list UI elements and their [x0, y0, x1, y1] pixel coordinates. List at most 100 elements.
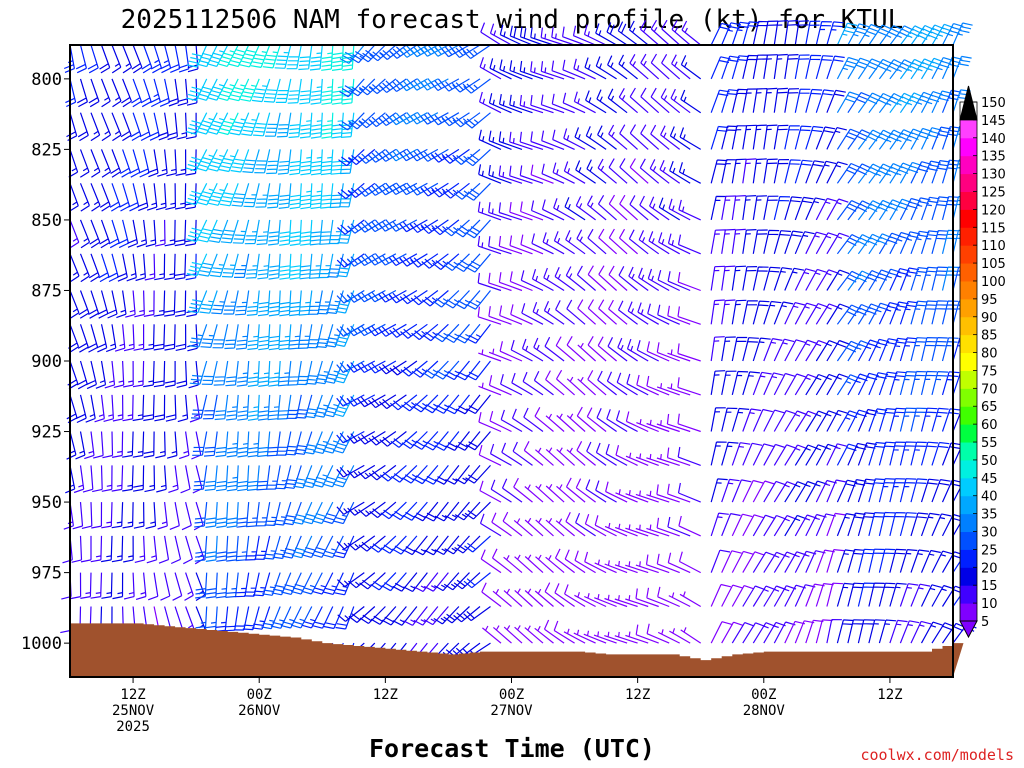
wind-barb [721, 299, 736, 325]
wind-barb [253, 112, 271, 137]
wind-barb [462, 44, 491, 59]
wind-barb [805, 410, 829, 432]
wind-barb [298, 290, 313, 316]
wind-barb [111, 465, 124, 492]
wind-barb [635, 624, 659, 644]
wind-barb [79, 149, 90, 178]
wind-barb [289, 219, 302, 246]
wind-barb [826, 339, 850, 362]
wind-barb [847, 373, 870, 396]
wind-barb [245, 253, 260, 279]
wind-barb [555, 300, 575, 325]
wind-barb [186, 78, 208, 102]
wind-barb [598, 228, 617, 255]
wind-barb [731, 622, 755, 644]
wind-barb [826, 512, 846, 537]
wind-barb [511, 372, 533, 396]
wind-barb [679, 127, 702, 150]
wind-barb [680, 89, 702, 114]
wind-barb [931, 126, 952, 150]
x-tick-label: 00Z [499, 687, 524, 703]
wind-barb [433, 360, 460, 380]
wind-barb [678, 199, 701, 221]
wind-barb [141, 44, 153, 74]
wind-barb [133, 324, 145, 351]
wind-barb [794, 410, 818, 432]
wind-barb [157, 149, 168, 177]
wind-barb [742, 266, 758, 291]
wind-barb [857, 92, 882, 114]
wind-barb [784, 88, 800, 113]
wind-barb [920, 370, 938, 396]
wind-barb [158, 535, 170, 564]
wind-barb [210, 253, 229, 278]
wind-barb [666, 413, 691, 433]
x-tick-label: 26NOV [238, 703, 281, 719]
colorbar-swatch [960, 549, 977, 568]
wind-barb [479, 513, 502, 537]
wind-barb [794, 20, 810, 46]
wind-barb [196, 78, 218, 101]
wind-barb [615, 489, 638, 503]
wind-barb [499, 24, 523, 46]
wind-barb [710, 621, 733, 644]
wind-barb [669, 160, 691, 184]
wind-barb [465, 464, 491, 484]
wind-barb [348, 112, 376, 130]
wind-barb [512, 441, 533, 466]
wind-barb [296, 360, 313, 386]
wind-barb [868, 478, 886, 503]
wind-barb [205, 535, 218, 562]
wind-barb [931, 550, 953, 573]
credit-text: coolwx.com/models [860, 746, 1014, 764]
wind-barb [319, 219, 334, 245]
colorbar-tick-label: 30 [981, 526, 998, 541]
wind-barb [88, 290, 100, 319]
wind-barb [773, 267, 793, 291]
wind-barb [721, 89, 739, 113]
wind-barb [301, 535, 323, 558]
wind-barb [75, 44, 87, 74]
wind-barb [463, 606, 491, 622]
wind-barb [721, 478, 740, 503]
wind-barb [531, 269, 554, 292]
wind-barb [310, 183, 323, 210]
wind-barb [752, 300, 770, 325]
wind-barb [122, 394, 134, 422]
wind-barb [160, 44, 172, 74]
wind-barb [331, 112, 344, 139]
wind-barb [605, 481, 628, 503]
y-axis: 800 825 850 875 900 925 950 975 1000 [21, 70, 70, 654]
wind-barb [752, 229, 768, 254]
wind-barb [99, 219, 111, 249]
wind-barb [453, 572, 481, 590]
wind-barb [185, 183, 197, 210]
wind-barb [530, 27, 554, 46]
wind-barb [899, 583, 919, 607]
wind-barb [257, 394, 271, 421]
wind-barb [773, 53, 788, 79]
wind-barb [868, 24, 893, 46]
wind-barb [146, 183, 158, 211]
wind-barb [252, 572, 271, 597]
wind-barb [273, 501, 292, 526]
wind-barb [231, 183, 250, 207]
wind-barb [226, 394, 239, 421]
wind-barb [160, 572, 171, 601]
wind-barb [556, 413, 575, 432]
wind-barb [710, 407, 726, 432]
wind-barb [514, 588, 533, 607]
wind-barb [773, 338, 795, 362]
wind-barb [286, 44, 302, 70]
wind-barb [270, 606, 292, 629]
wind-barb [80, 535, 92, 563]
wind-barb [530, 131, 554, 150]
wind-barb [101, 465, 113, 492]
wind-barb [102, 431, 114, 459]
wind-barb [523, 407, 544, 432]
wind-barb [245, 535, 260, 561]
colorbar-tick-label: 135 [981, 150, 1006, 165]
wind-barb [390, 431, 418, 448]
wind-barb [656, 484, 680, 503]
wind-barb [422, 360, 449, 379]
